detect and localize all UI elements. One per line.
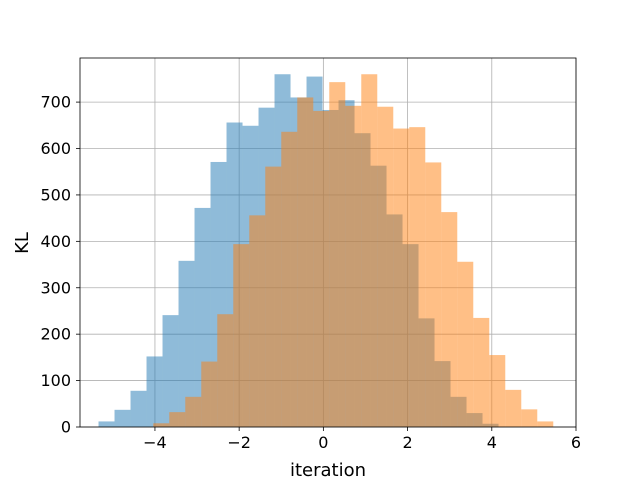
y-tick-label: 500 (40, 185, 71, 204)
histogram-bar-series-2 (361, 74, 378, 427)
histogram-bar-series-2 (473, 317, 490, 427)
histogram-bar-series-1 (146, 356, 163, 427)
y-axis-label: KL (12, 232, 33, 254)
histogram-bar-series-1 (114, 409, 131, 427)
y-tick-label: 300 (40, 278, 71, 297)
y-tick-label: 200 (40, 325, 71, 344)
histogram-bar-series-2 (537, 421, 554, 427)
histogram-bar-series-2 (249, 215, 266, 427)
histogram-bar-series-2 (345, 105, 362, 427)
histogram-bar-series-1 (130, 390, 147, 427)
histogram-bar-series-1 (162, 315, 179, 427)
histogram-bar-series-2 (457, 261, 474, 427)
y-tick-label: 600 (40, 139, 71, 158)
histogram-bar-series-2 (297, 97, 314, 428)
plot-frame (79, 57, 577, 428)
histogram-bar-series-2 (153, 423, 170, 427)
x-tick-label: −2 (227, 433, 251, 452)
histogram-bar-series-1 (178, 260, 195, 427)
histogram-bar-series-2 (233, 244, 250, 427)
histogram-bar-series-2 (425, 162, 442, 427)
histogram-bar-series-2 (329, 82, 346, 427)
bars (98, 74, 554, 428)
histogram-bar-series-2 (169, 412, 186, 427)
histogram-bar-series-2 (489, 355, 506, 427)
x-tick-label: 4 (487, 433, 497, 452)
y-tick-label: 400 (40, 232, 71, 251)
histogram-bar-series-2 (281, 131, 298, 428)
histogram-bar-series-2 (505, 389, 522, 427)
histogram-bar-series-2 (377, 106, 394, 428)
histogram-bar-series-2 (185, 396, 202, 427)
x-tick-label: −4 (143, 433, 167, 452)
x-tick-label: 2 (402, 433, 412, 452)
histogram-bar-series-2 (521, 409, 538, 427)
x-tick-label: 0 (318, 433, 328, 452)
y-tick-label: 700 (40, 93, 71, 112)
histogram-bar-series-2 (201, 361, 218, 427)
histogram-bar-series-2 (409, 127, 426, 427)
x-axis-label: iteration (290, 460, 366, 480)
y-tick-label: 100 (40, 371, 71, 390)
histogram-bar-series-2 (217, 314, 234, 427)
histogram-bar-series-2 (265, 166, 282, 427)
histogram-bar-series-2 (441, 212, 458, 427)
y-tick-label: 0 (61, 418, 71, 437)
histogram-bar-series-2 (313, 110, 330, 427)
histogram-bar-series-2 (393, 128, 410, 427)
ticks: −4 −2 0 2 4 6 0 100 200 300 400 500 600 700 (40, 93, 581, 452)
x-tick-label: 6 (571, 433, 581, 452)
histogram-bar-series-1 (98, 421, 115, 427)
